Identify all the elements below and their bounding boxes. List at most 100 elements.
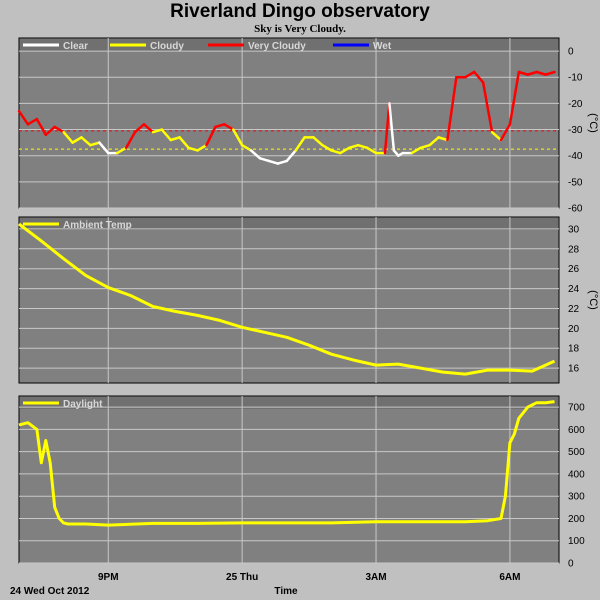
- series-segment: [312, 136, 324, 147]
- series-segment: [526, 70, 538, 76]
- series-segment: [231, 128, 244, 147]
- chart-panel-2: 700 600 500 400 300 200 100 0 Daylight: [18, 395, 585, 570]
- y-tick-label: 30: [568, 224, 580, 235]
- series-segment: [517, 70, 530, 76]
- series-segment: [35, 117, 48, 137]
- series-segment: [53, 125, 65, 134]
- series-segment: [330, 149, 342, 155]
- series-segment: [214, 123, 226, 129]
- series-segment: [187, 146, 199, 152]
- chart-panel-0: 0 -10 -20 -30 -40 -50 -60 (°C) Clear Cloudy Very C…: [17, 37, 599, 215]
- plot-area: [18, 37, 560, 209]
- y-tick-label: 0: [568, 47, 574, 58]
- y-tick-label: 20: [568, 324, 580, 335]
- series-segment: [339, 146, 351, 155]
- series-segment: [124, 130, 137, 150]
- series-segment: [71, 136, 83, 144]
- legend-label: Ambient Temp: [63, 220, 132, 231]
- series-segment: [383, 102, 391, 155]
- series-segment: [205, 125, 217, 147]
- series-segment: [347, 143, 360, 150]
- series-segment: [437, 136, 449, 142]
- y-tick-label: -30: [568, 125, 583, 136]
- series-segment: [142, 123, 155, 134]
- y-tick-label: 0: [568, 559, 574, 570]
- y-tick-label: 18: [568, 344, 580, 355]
- series-segment: [62, 130, 74, 144]
- page-subtitle: Sky is Very Cloudy.: [254, 23, 346, 35]
- series-segment: [26, 117, 39, 126]
- series-segment: [499, 123, 512, 142]
- series-segment: [17, 109, 30, 126]
- y-tick-label: 100: [568, 536, 585, 547]
- series-segment: [160, 128, 172, 142]
- series-segment: [267, 159, 280, 165]
- y-tick-label: -10: [568, 73, 583, 84]
- y-tick-label: -20: [568, 99, 583, 110]
- page-title: Riverland Dingo observatory: [170, 1, 430, 22]
- y-tick-label: 16: [568, 364, 580, 375]
- series-segment: [508, 70, 521, 126]
- series-line-daylight: [18, 400, 555, 527]
- y-tick-label: 300: [568, 492, 585, 503]
- x-tick-label: 3AM: [365, 572, 386, 583]
- plot-area: [18, 216, 560, 384]
- y-tick-label: -60: [568, 204, 583, 215]
- series-segment: [44, 125, 56, 137]
- x-date-label: 24 Wed Oct 2012: [10, 586, 90, 597]
- series-segment: [285, 149, 297, 163]
- y-tick-label: 400: [568, 469, 585, 480]
- series-segment: [80, 136, 92, 147]
- legend-band: [20, 218, 558, 230]
- series-segment: [89, 141, 101, 147]
- y-tick-label: 700: [568, 403, 585, 414]
- y-tick-label: 600: [568, 425, 585, 436]
- series-segment: [446, 75, 458, 142]
- series-segment: [178, 136, 190, 150]
- series-segment: [115, 146, 128, 155]
- series-segment: [133, 123, 146, 134]
- y-tick-label: 22: [568, 304, 580, 315]
- series-segment: [169, 136, 181, 142]
- series-line-ambient-temp: [18, 222, 556, 376]
- series-segment: [490, 130, 503, 142]
- y-tick-label: -50: [568, 177, 583, 188]
- series-segment: [294, 136, 306, 152]
- y-unit-label: (°C): [587, 290, 599, 310]
- y-tick-label: 26: [568, 264, 580, 275]
- x-tick-label: 25 Thu: [226, 572, 258, 583]
- series-segment: [321, 143, 333, 152]
- series-segment: [356, 143, 369, 150]
- series-segment: [481, 81, 494, 134]
- series-segment: [276, 159, 289, 165]
- y-tick-label: -40: [568, 151, 583, 162]
- legend-band: [20, 39, 558, 51]
- series-segment: [535, 70, 547, 76]
- legend-label: Wet: [373, 41, 392, 52]
- series-segment: [464, 70, 476, 79]
- x-tick-label: 6AM: [499, 572, 520, 583]
- y-tick-label: 28: [568, 244, 580, 255]
- series-segment: [240, 143, 253, 152]
- legend-band: [20, 397, 558, 409]
- legend-label: Very Cloudy: [248, 41, 306, 52]
- x-tick-label: 9PM: [98, 572, 119, 583]
- y-tick-label: 24: [568, 284, 580, 295]
- plot-area: [18, 395, 560, 564]
- y-unit-label: (°C): [587, 113, 599, 133]
- series-segment: [98, 141, 110, 155]
- series-segment: [428, 136, 440, 147]
- legend-label: Cloudy: [150, 41, 184, 52]
- x-axis-title: Time: [274, 586, 298, 597]
- series-segment: [472, 70, 485, 84]
- series-segment: [223, 123, 235, 131]
- series-segment: [196, 143, 208, 152]
- legend-label: Clear: [63, 41, 88, 52]
- series-segment: [388, 102, 396, 152]
- series-segment: [258, 157, 271, 163]
- legend-label: Daylight: [63, 399, 103, 410]
- chart-panel-1: 30 28 26 24 22 20 18 16 (°C) Ambient Temp: [18, 216, 599, 384]
- series-segment: [249, 149, 262, 160]
- series-segment: [544, 70, 556, 76]
